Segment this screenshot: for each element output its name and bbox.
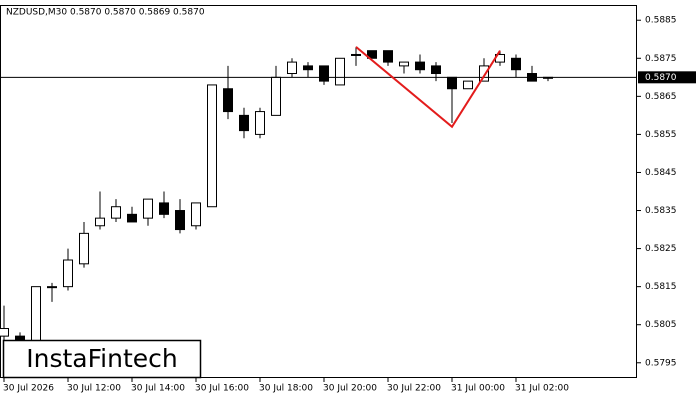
candle-body: [0, 328, 9, 337]
candle-body: [367, 50, 377, 59]
candle-body: [479, 65, 489, 82]
candle-body: [271, 76, 281, 116]
x-tick-label: 31 Jul 02:00: [515, 384, 569, 394]
candle-body: [511, 57, 521, 71]
x-tick-label: 30 Jul 16:00: [195, 384, 249, 394]
candle-body: [431, 65, 441, 75]
candle-body: [47, 286, 57, 289]
last-price-box: [638, 71, 696, 84]
axes: 0.5795 0.5805 0.5815 0.5825 0.5835 0.5845 0.58…: [3, 16, 696, 394]
candle-body: [399, 61, 409, 67]
candle-body: [319, 65, 329, 82]
plot-area: [0, 46, 637, 378]
pattern-line: [355, 46, 501, 129]
candle-body: [239, 114, 249, 132]
candle-body: [79, 232, 89, 265]
candle-body: [447, 76, 457, 90]
x-tick-label: 31 Jul 00:00: [451, 384, 505, 394]
candle-body: [303, 65, 313, 71]
y-tick-label: 0.5825: [645, 244, 677, 254]
y-tick-label: 0.5845: [645, 168, 677, 178]
y-tick-label: 0.5885: [645, 16, 677, 26]
candle-body: [351, 53, 361, 56]
candle-body: [95, 217, 105, 227]
y-tick-label: 0.5815: [645, 282, 677, 292]
candle-body: [159, 202, 169, 215]
y-tick-label: 0.5865: [645, 92, 677, 102]
x-tick-label: 30 Jul 12:00: [67, 384, 121, 394]
candle-body: [191, 202, 201, 227]
chart-title: NZDUSD,M30 0.5870 0.5870 0.5869 0.5870: [6, 8, 205, 18]
candle-body: [143, 198, 153, 219]
watermark-frame: [2, 339, 202, 379]
y-tick-label: 0.5795: [645, 358, 677, 368]
x-tick-label: 30 Jul 2026: [3, 384, 54, 394]
candle-body: [111, 206, 121, 219]
candle-body: [383, 50, 393, 63]
x-tick-label: 30 Jul 22:00: [387, 384, 441, 394]
plot-frame: [0, 5, 637, 378]
candle-body: [415, 61, 425, 71]
y-tick-label: 0.5835: [645, 206, 677, 216]
candle-body: [63, 259, 73, 288]
candle-body: [463, 80, 473, 90]
candle-body: [287, 61, 297, 75]
candle-body: [223, 88, 233, 113]
candle-body: [255, 111, 265, 135]
y-tick-label: 0.5855: [645, 130, 677, 140]
candle-body: [175, 210, 185, 231]
watermark-box: InstaFintech: [2, 339, 202, 379]
candle-body: [207, 84, 217, 208]
y-tick-label: 0.5875: [645, 54, 677, 64]
x-tick-label: 30 Jul 18:00: [259, 384, 313, 394]
x-tick-label: 30 Jul 20:00: [323, 384, 377, 394]
y-tick-label: 0.5805: [645, 320, 677, 330]
candle-body: [127, 213, 137, 223]
watermark: InstaFintech: [26, 344, 178, 373]
last-price-label: 0.5870: [645, 73, 677, 83]
x-tick-label: 30 Jul 14:00: [131, 384, 185, 394]
candle-body: [335, 57, 345, 86]
